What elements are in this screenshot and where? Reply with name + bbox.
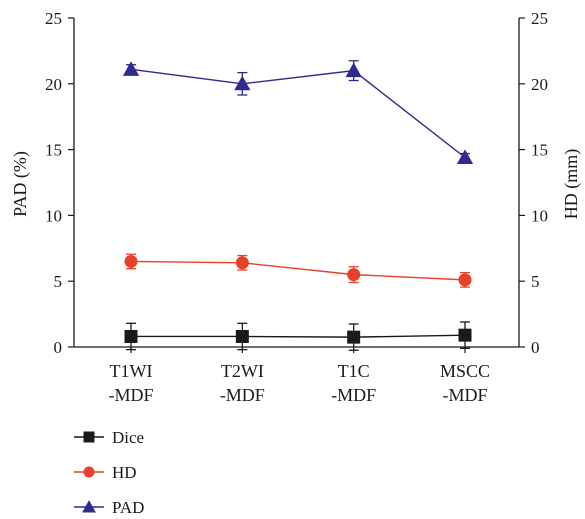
right-tick-label: 5: [531, 272, 540, 291]
hd-point: [458, 273, 472, 287]
right-tick-label: 25: [531, 9, 548, 28]
left-tick-label: 20: [45, 75, 62, 94]
legend-label: PAD: [112, 498, 144, 517]
legend-swatch-marker: [83, 431, 95, 443]
pad-point: [122, 61, 140, 76]
left-tick-label: 10: [45, 206, 62, 225]
legend-label: Dice: [112, 428, 144, 447]
left-tick-label: 5: [54, 272, 63, 291]
x-category-label: T1C: [338, 361, 370, 381]
right-tick-label: 10: [531, 206, 548, 225]
x-axis-ticks: T1WI -MDF T2WI -MDF T1C -MDF MSCC -MDF: [108, 347, 490, 405]
left-axis-title: PAD (%): [10, 151, 31, 217]
hd-point: [235, 256, 249, 270]
pad-line: [130, 68, 466, 159]
dice-point: [458, 328, 472, 342]
legend-item-dice: Dice: [74, 428, 144, 447]
left-tick-label: 0: [54, 338, 63, 357]
x-category-label: -MDF: [442, 385, 487, 405]
right-axis-title: HD (mm): [561, 149, 582, 220]
left-tick-label: 15: [45, 141, 62, 160]
right-tick-label: 20: [531, 75, 548, 94]
right-tick-label: 15: [531, 141, 548, 160]
right-axis-ticks: 0 5 10 15 20 25: [519, 9, 548, 357]
x-category-label: T2WI: [221, 361, 264, 381]
x-category-label: -MDF: [331, 385, 376, 405]
legend-swatch-marker: [82, 500, 96, 513]
hd-line: [130, 260, 466, 281]
x-category-label: MSCC: [440, 361, 490, 381]
pad-point: [345, 62, 362, 78]
series-hd: [124, 253, 472, 288]
dice-point: [347, 330, 361, 344]
series-dice: [124, 321, 472, 351]
x-category-label: -MDF: [108, 385, 153, 405]
plot-frame: [73, 18, 520, 348]
dice-line: [131, 334, 466, 338]
dice-point: [235, 329, 249, 343]
series-pad: [122, 60, 474, 164]
hd-point: [347, 268, 361, 282]
left-axis-ticks: 0 5 10 15 20 25: [45, 9, 74, 357]
legend: Dice HD PAD: [74, 428, 144, 517]
series-layer: [122, 60, 474, 351]
pad-point: [234, 75, 251, 91]
right-tick-label: 0: [531, 338, 540, 357]
dice-point: [124, 329, 138, 343]
legend-item-pad: PAD: [74, 498, 144, 517]
pad-point: [456, 149, 474, 164]
x-category-label: T1WI: [110, 361, 153, 381]
legend-swatch-marker: [83, 466, 95, 478]
legend-label: HD: [112, 463, 137, 482]
left-tick-label: 25: [45, 9, 62, 28]
x-category-label: -MDF: [220, 385, 265, 405]
hd-point: [124, 254, 138, 268]
legend-item-hd: HD: [74, 463, 137, 482]
